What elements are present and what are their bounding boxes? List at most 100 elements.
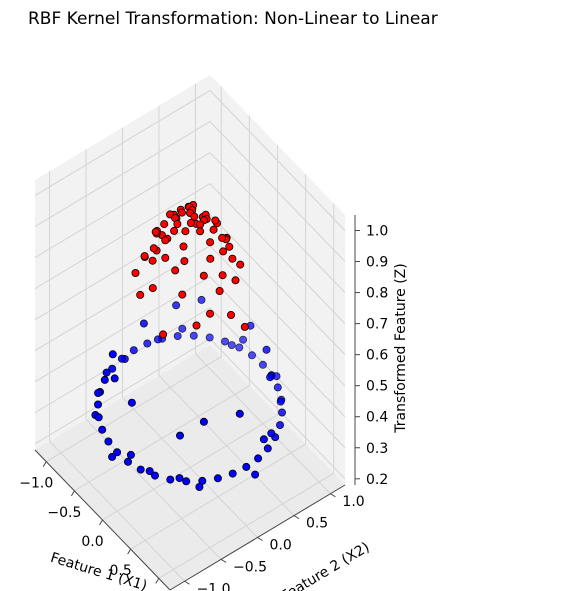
blue-data-point <box>235 409 244 418</box>
red-data-point <box>228 254 237 263</box>
x-tick-mark <box>70 490 75 497</box>
y-gridline <box>122 127 258 538</box>
blue-data-point <box>113 448 122 457</box>
z-gridline <box>34 307 346 449</box>
z-gridline <box>34 182 346 324</box>
y-tick-mark <box>220 558 227 563</box>
x-axis-label: Feature 1 (X1) <box>48 550 148 591</box>
z-tick-label: 0.5 <box>366 379 388 395</box>
red-data-point <box>160 220 169 229</box>
blue-data-point <box>242 462 251 471</box>
red-data-point <box>161 236 170 245</box>
blue-data-point <box>175 431 184 440</box>
blue-data-point <box>127 398 136 407</box>
red-data-point <box>151 227 160 236</box>
red-data-point <box>231 276 240 285</box>
red-data-point <box>190 212 199 221</box>
red-data-point <box>219 247 228 256</box>
red-data-point <box>196 220 205 229</box>
red-data-point <box>159 330 168 339</box>
y-tick-label: −0.5 <box>233 559 267 575</box>
blue-data-point <box>150 471 159 480</box>
blue-data-point <box>247 351 256 360</box>
blue-data-point <box>275 421 284 430</box>
z-tick-label: 0.4 <box>366 410 388 426</box>
red-data-point <box>226 310 235 319</box>
red-data-point <box>170 226 179 235</box>
z-tick-label: 0.8 <box>366 286 388 302</box>
y-tick-mark <box>257 537 263 541</box>
blue-data-point <box>251 470 260 479</box>
y-axis-label: Feature 2 (X2) <box>278 539 372 591</box>
blue-data-point <box>94 400 103 409</box>
blue-data-point <box>228 469 237 478</box>
blue-data-point <box>227 341 236 350</box>
blue-data-point <box>254 454 263 463</box>
axes-ticks: −1.0−0.50.00.51.0−1.0−0.50.00.51.00.20.3… <box>19 224 388 591</box>
blue-data-point <box>100 375 109 384</box>
blue-data-point <box>263 444 272 453</box>
blue-data-point <box>195 482 204 491</box>
blue-data-point <box>173 332 182 341</box>
red-data-point <box>215 286 224 295</box>
z-tick-label: 0.9 <box>366 255 388 271</box>
red-data-point <box>240 322 249 331</box>
blue-data-point <box>104 437 113 446</box>
red-data-point <box>179 242 188 251</box>
z-gridline <box>34 151 346 293</box>
blue-data-point <box>175 474 184 483</box>
y-tick-mark <box>184 580 190 585</box>
blue-data-point <box>178 324 187 333</box>
blue-data-point <box>277 408 286 417</box>
red-data-point <box>181 227 190 236</box>
blue-data-point <box>205 333 214 342</box>
red-data-point <box>211 216 220 225</box>
z-gridline <box>34 214 346 356</box>
x-tick-mark <box>42 461 47 467</box>
blue-data-point <box>272 372 281 381</box>
blue-data-point <box>172 301 181 310</box>
red-data-point <box>148 284 157 293</box>
blue-data-point <box>94 388 103 397</box>
y-tick-label: 0.5 <box>306 516 328 532</box>
blue-data-point <box>108 452 117 461</box>
red-data-point <box>173 219 182 228</box>
blue-data-point <box>235 343 244 352</box>
red-data-point <box>149 244 158 253</box>
blue-data-point <box>94 413 103 422</box>
blue-data-point <box>258 360 267 369</box>
red-data-point <box>136 290 145 299</box>
blue-data-point <box>110 374 119 383</box>
blue-data-point <box>145 467 154 476</box>
blue-data-point <box>239 335 248 344</box>
blue-data-point <box>102 368 111 377</box>
red-data-point <box>161 253 170 262</box>
x-gridline <box>102 145 278 521</box>
y-gridline <box>49 171 185 582</box>
y-tick-label: 0.0 <box>270 538 292 554</box>
red-data-point <box>225 242 234 251</box>
z-tick-label: 0.3 <box>366 441 388 457</box>
blue-data-point <box>143 339 152 348</box>
blue-data-point <box>153 335 162 344</box>
red-data-point <box>206 254 215 263</box>
x-tick-mark <box>155 578 160 584</box>
x-tick-label: −0.5 <box>47 505 81 521</box>
z-tick-label: 0.2 <box>366 472 388 488</box>
red-data-point <box>199 271 208 280</box>
red-data-point <box>236 260 245 269</box>
blue-data-point <box>108 364 117 373</box>
red-data-point <box>140 252 149 261</box>
blue-data-point <box>117 354 126 363</box>
blue-data-point <box>197 295 206 304</box>
blue-data-point <box>266 373 275 382</box>
x-gridline <box>158 203 335 579</box>
blue-data-point <box>259 435 268 444</box>
x-tick-label: 0.0 <box>81 534 103 550</box>
x-tick-mark <box>99 519 103 526</box>
blue-data-point <box>189 331 198 340</box>
z-gridline <box>34 276 346 418</box>
blue-data-point <box>262 345 271 354</box>
red-data-point <box>180 257 189 266</box>
